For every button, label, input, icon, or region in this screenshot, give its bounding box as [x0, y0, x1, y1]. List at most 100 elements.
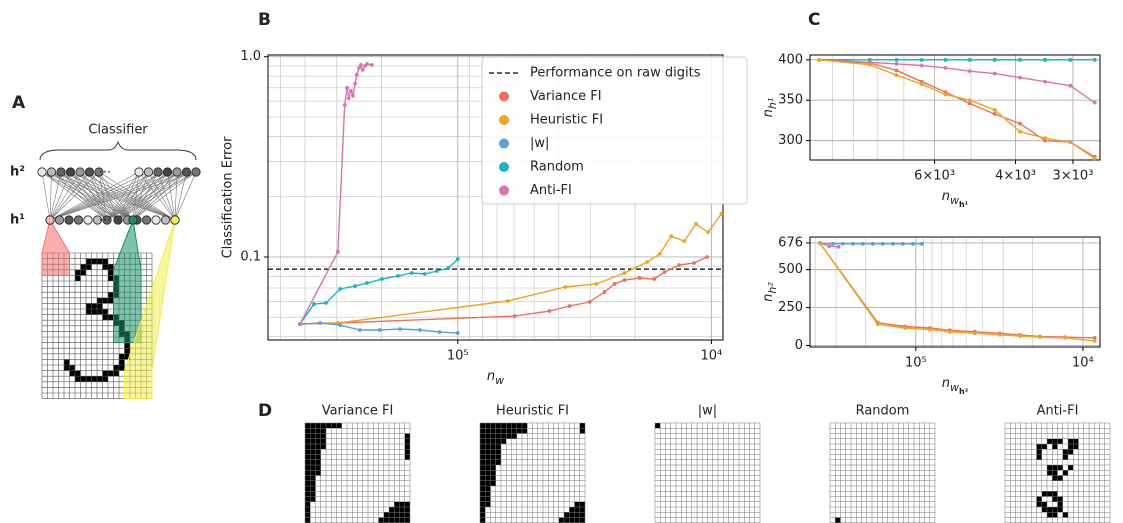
mask-pixel: [1052, 507, 1058, 513]
neuron: [83, 215, 93, 225]
mask-pixel: [305, 480, 311, 486]
mask-pixel: [1068, 465, 1074, 471]
data-point: [919, 57, 924, 62]
connection: [132, 171, 168, 221]
data-point: [398, 327, 402, 331]
pixel: [86, 309, 92, 315]
data-point: [894, 61, 899, 66]
mask-pixel: [480, 512, 486, 518]
data-point: [396, 274, 400, 278]
mask-pixel: [495, 459, 501, 465]
data-point: [345, 85, 350, 90]
data-point: [446, 266, 451, 270]
data-point: [1092, 57, 1097, 62]
neuron: [84, 167, 95, 177]
pixel: [75, 370, 81, 377]
mask-pixel: [1047, 491, 1053, 497]
mask-pixel: [480, 444, 486, 450]
pixel: [108, 269, 114, 276]
legend-swatch: [499, 138, 509, 149]
mask-pixel: [579, 517, 585, 523]
connection: [106, 171, 197, 221]
axis-label: Classification Error: [221, 136, 236, 258]
mask-pixel: [485, 444, 491, 450]
pixel: [80, 269, 86, 276]
mask-pixel: [1036, 444, 1042, 450]
connection: [98, 171, 108, 221]
connection: [60, 171, 134, 221]
label-sub: w: [950, 194, 959, 207]
mask-image: Variance FI: [304, 404, 411, 523]
mask-pixel: [310, 444, 316, 450]
data-point: [418, 328, 422, 332]
data-point: [324, 301, 328, 305]
pixel: [86, 376, 92, 382]
label-sub: h²: [766, 282, 779, 294]
x-tick-label: 10⁴: [1072, 356, 1094, 371]
data-point: [622, 278, 627, 282]
mask-title: |w|: [698, 404, 717, 419]
mask-pixel: [490, 465, 496, 471]
connection: [49, 171, 71, 221]
mask-pixel: [490, 438, 496, 444]
connection: [106, 171, 149, 221]
data-point: [358, 328, 362, 332]
data-point: [335, 250, 340, 254]
label-sub: h¹: [766, 98, 779, 109]
mask-pixel: [305, 423, 311, 429]
brace: [39, 140, 197, 161]
mask-pixel: [485, 480, 491, 486]
mask-pixel: [569, 517, 575, 523]
mask-pixel: [485, 470, 491, 476]
mask-pixel: [480, 475, 486, 481]
connection: [49, 171, 197, 221]
mask-pixel: [1047, 512, 1053, 518]
mask-pixel: [310, 454, 316, 460]
mask-pixel: [320, 444, 326, 450]
axis-label: nwh²: [942, 376, 969, 396]
connection: [70, 171, 108, 221]
mask-pixel: [315, 454, 321, 460]
mask-pixel: [1068, 438, 1074, 444]
legend-box: [481, 56, 748, 205]
data-point: [353, 284, 357, 288]
mask-pixel: [1052, 444, 1058, 450]
mask-pixel: [389, 512, 395, 518]
mask-pixel: [574, 507, 580, 513]
data-point: [943, 92, 948, 97]
mask-pixel: [310, 438, 316, 444]
connection: [117, 171, 159, 221]
pixel: [91, 376, 97, 382]
ellipsis: ···: [99, 214, 111, 229]
data-point: [919, 63, 924, 68]
neuron: [46, 167, 57, 177]
mask-pixel: [315, 449, 321, 455]
mask-pixel: [516, 423, 522, 429]
panel-label: D: [258, 401, 272, 421]
data-point: [587, 300, 592, 304]
mask-pixel: [305, 444, 311, 450]
mask-pixel: [569, 507, 575, 513]
data-point: [669, 234, 674, 239]
pixel: [108, 292, 114, 298]
mask-pixel: [485, 428, 491, 434]
mask-pixel: [495, 454, 501, 460]
mask-pixel: [315, 423, 321, 429]
mask-pixel: [1047, 470, 1053, 476]
data-point: [338, 323, 343, 327]
mask-pixel: [480, 486, 486, 492]
y-tick-label: 676: [778, 235, 803, 250]
connection: [49, 171, 140, 221]
mask-pixel: [1057, 465, 1063, 471]
data-point: [1068, 140, 1073, 145]
mask-pixel: [511, 423, 517, 429]
data-point: [1043, 136, 1047, 141]
mask-pixel: [399, 512, 405, 518]
label-subsub: h²: [959, 387, 969, 396]
mask-pixel: [310, 459, 316, 465]
neuron: [153, 167, 163, 177]
series-line: [299, 258, 459, 325]
data-point: [1043, 79, 1047, 84]
mask-pixel: [305, 475, 311, 481]
